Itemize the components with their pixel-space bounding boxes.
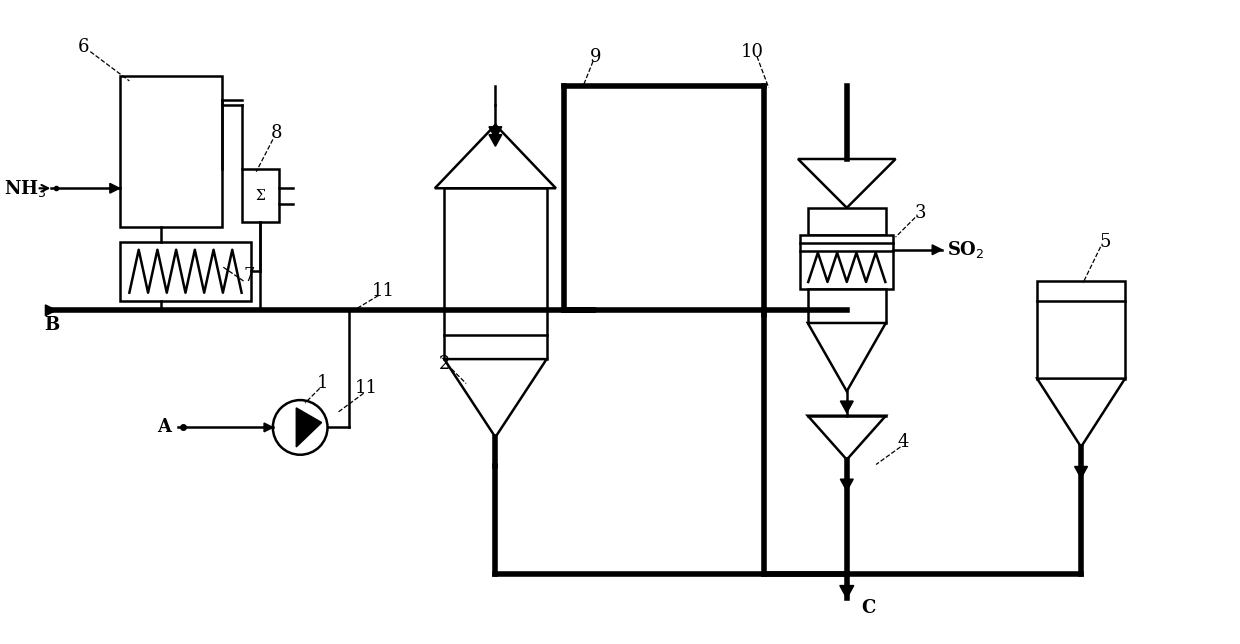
Text: 7: 7 bbox=[244, 267, 255, 285]
Polygon shape bbox=[932, 245, 942, 254]
Text: SO$_2$: SO$_2$ bbox=[947, 240, 985, 260]
Polygon shape bbox=[807, 323, 885, 392]
Bar bbox=[801, 235, 893, 289]
Text: 1: 1 bbox=[317, 375, 329, 392]
Text: A: A bbox=[157, 419, 171, 437]
Text: 2: 2 bbox=[439, 355, 450, 373]
Polygon shape bbox=[841, 401, 853, 413]
Polygon shape bbox=[489, 135, 502, 146]
Polygon shape bbox=[110, 184, 119, 193]
Text: NH$_3$: NH$_3$ bbox=[4, 178, 46, 199]
Text: B: B bbox=[45, 316, 60, 334]
Text: 11: 11 bbox=[355, 379, 378, 397]
Polygon shape bbox=[264, 423, 273, 432]
Bar bbox=[119, 76, 222, 227]
Text: 10: 10 bbox=[740, 43, 764, 61]
Polygon shape bbox=[807, 416, 885, 460]
Bar bbox=[119, 242, 252, 301]
Polygon shape bbox=[841, 169, 853, 180]
Polygon shape bbox=[296, 408, 321, 447]
Text: 8: 8 bbox=[272, 124, 283, 142]
Polygon shape bbox=[841, 479, 853, 491]
Text: 4: 4 bbox=[898, 433, 909, 451]
Polygon shape bbox=[489, 127, 502, 138]
Bar bbox=[807, 289, 885, 323]
Bar bbox=[444, 188, 547, 359]
Polygon shape bbox=[444, 359, 547, 437]
Polygon shape bbox=[1075, 466, 1087, 478]
Polygon shape bbox=[839, 585, 854, 598]
Bar bbox=[807, 208, 885, 235]
Text: 11: 11 bbox=[372, 282, 394, 299]
Text: 5: 5 bbox=[1100, 233, 1111, 251]
Polygon shape bbox=[435, 125, 556, 188]
Bar bbox=[1037, 281, 1125, 379]
Text: C: C bbox=[862, 599, 875, 617]
Text: 9: 9 bbox=[590, 48, 601, 66]
Text: Σ: Σ bbox=[255, 189, 265, 203]
Text: 3: 3 bbox=[914, 204, 926, 222]
Polygon shape bbox=[1037, 379, 1125, 447]
Bar bbox=[242, 169, 279, 222]
Polygon shape bbox=[46, 305, 56, 316]
Text: 6: 6 bbox=[78, 38, 89, 56]
Polygon shape bbox=[799, 159, 895, 208]
